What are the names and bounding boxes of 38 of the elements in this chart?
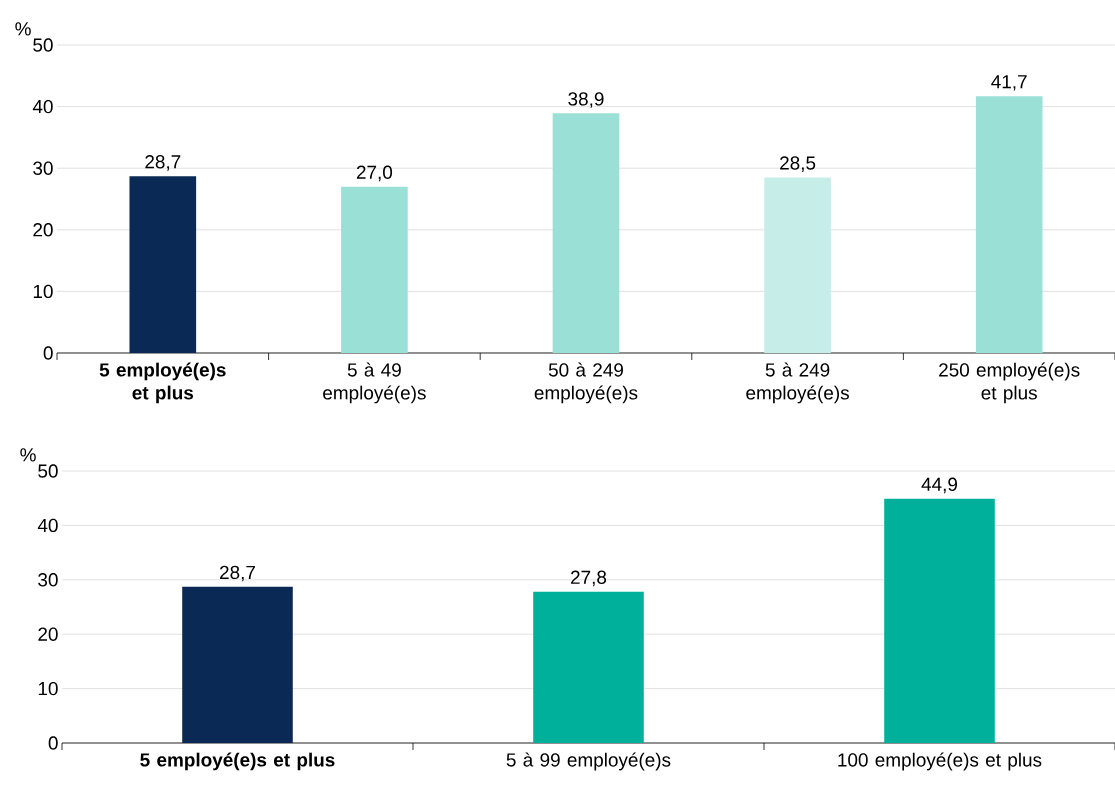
y-tick-label: 40 (37, 518, 58, 533)
bar (129, 176, 197, 353)
y-tick-label: 50 (38, 464, 58, 478)
y-tick-label: 30 (38, 573, 58, 587)
y-tick-label: 20 (33, 223, 53, 237)
data-label: 28,7 (220, 565, 255, 582)
y-tick-label: 10 (33, 284, 53, 299)
bar (764, 177, 831, 353)
y-tick-label: 0 (43, 346, 53, 360)
bar (975, 96, 1043, 353)
bar (884, 498, 995, 743)
y-tick-label: 50 (33, 38, 53, 52)
y-tick-label: 10 (38, 681, 58, 696)
x-tick-label: 5 à 49 employé(e)s (323, 362, 426, 404)
bar (552, 113, 620, 353)
y-tick-label: 30 (33, 161, 53, 175)
x-tick-label: 5 employé(e)s et plus (99, 362, 226, 404)
x-tick-label: 5 employé(e)s et plus (140, 752, 335, 771)
bar (533, 591, 644, 743)
y-tick-label: 0 (48, 736, 58, 750)
data-label: 28,5 (780, 156, 816, 172)
y-tick-label: 40 (32, 99, 53, 114)
data-label: 27,8 (571, 570, 607, 587)
x-tick-label: 5 à 99 employé(e)s (506, 752, 671, 771)
data-label: 28,7 (145, 155, 181, 171)
y-axis-title: % (20, 448, 36, 462)
bar (182, 586, 293, 743)
x-tick-label: 5 à 249 employé(e)s (746, 362, 849, 404)
bar (341, 186, 408, 353)
x-tick-label: 250 employé(e)s et plus (939, 362, 1080, 404)
y-tick-label: 20 (38, 627, 58, 641)
x-tick-label: 100 employé(e)s et plus (838, 752, 1042, 771)
y-axis-title: % (15, 22, 31, 36)
data-label: 41,7 (991, 75, 1027, 91)
data-label: 27,0 (356, 165, 393, 182)
x-tick-label: 50 à 249 employé(e)s (534, 362, 638, 404)
data-label: 44,9 (921, 477, 958, 494)
data-label: 38,9 (568, 92, 604, 108)
